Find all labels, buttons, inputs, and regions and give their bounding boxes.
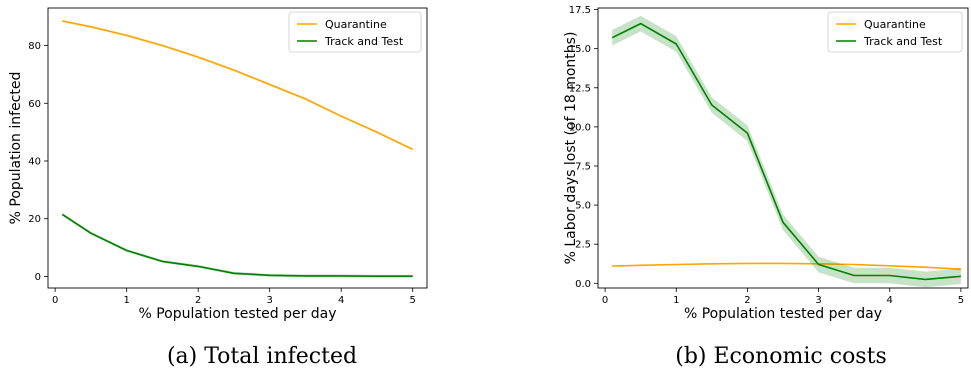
chart-2-legend-label-1: Quarantine bbox=[864, 18, 926, 31]
chart-1-xlabel: % Population tested per day bbox=[138, 306, 336, 322]
chart-2-caption: (b) Economic costs bbox=[675, 344, 886, 369]
chart-2-legend-label-2: Track and Test bbox=[863, 35, 943, 48]
chart-2-ytick-label: 7.5 bbox=[575, 161, 591, 172]
chart-1-xtick-label: 0 bbox=[52, 295, 58, 306]
chart-1-ytick-label: 20 bbox=[28, 214, 41, 225]
chart-2-xtick-label: 3 bbox=[815, 295, 821, 306]
chart-2-xtick-label: 4 bbox=[887, 295, 893, 306]
chart-2-ylabel: % Labor days lost (of 18 months) bbox=[563, 32, 579, 265]
chart-2-xtick-label: 2 bbox=[744, 295, 750, 306]
chart-2-ytick-label: 0.0 bbox=[575, 279, 591, 290]
chart-1-axes-frame bbox=[47, 7, 428, 289]
chart-2-line-series-2 bbox=[611, 22, 961, 281]
chart-2: 0 1 2 3 4 5 0.0 2.5 5.0 7.5 10.0 12.5 15.0 17.5 % Popu… bbox=[563, 5, 969, 369]
chart-1-legend-label-2: Track and Test bbox=[324, 35, 404, 48]
chart-1-caption: (a) Total infected bbox=[167, 344, 357, 369]
chart-1-ytick-label: 40 bbox=[28, 156, 41, 167]
chart-2-ytick-label: 12.5 bbox=[569, 83, 591, 94]
chart-2-ytick-label: 5.0 bbox=[575, 201, 591, 212]
chart-1-ytick-label: 60 bbox=[28, 99, 41, 110]
chart-1-ytick-label: 80 bbox=[28, 41, 41, 52]
chart-1-xtick-label: 5 bbox=[410, 295, 416, 306]
chart-2-legend: Quarantine Track and Test bbox=[827, 11, 963, 53]
chart-1-xtick-label: 2 bbox=[195, 295, 201, 306]
chart-1-legend-box bbox=[288, 11, 422, 53]
chart-2-ytick-label: 2.5 bbox=[575, 240, 591, 251]
chart-1-legend: Quarantine Track and Test bbox=[288, 11, 422, 53]
chart-1: 0 1 2 3 4 5 0 20 40 60 80 % Population tested per d… bbox=[8, 7, 428, 369]
chart-2-ytick-label: 15.0 bbox=[569, 44, 591, 55]
chart-2-ytick-label: 17.5 bbox=[569, 5, 591, 16]
chart-2-axes-frame bbox=[597, 7, 969, 289]
chart-1-legend-label-1: Quarantine bbox=[325, 18, 387, 31]
chart-1-xtick-label: 4 bbox=[338, 295, 344, 306]
chart-1-xtick-label: 3 bbox=[266, 295, 272, 306]
chart-2-legend-box bbox=[827, 11, 963, 53]
chart-1-xtick-label: 1 bbox=[123, 295, 129, 306]
chart-1-line-series-1 bbox=[62, 20, 414, 151]
chart-1-line-series-2 bbox=[61, 213, 413, 278]
chart-2-line-series-1 bbox=[612, 262, 961, 270]
chart-2-band-series-2 bbox=[612, 15, 961, 288]
chart-2-ytick-label: 10.0 bbox=[569, 122, 591, 133]
chart-1-ytick-label: 0 bbox=[35, 272, 41, 283]
chart-2-xtick-label: 1 bbox=[673, 295, 679, 306]
chart-2-xtick-label: 0 bbox=[602, 295, 608, 306]
chart-2-xlabel: % Population tested per day bbox=[684, 306, 882, 322]
chart-1-ylabel: % Population infected bbox=[8, 72, 24, 225]
chart-2-xtick-label: 5 bbox=[958, 295, 964, 306]
